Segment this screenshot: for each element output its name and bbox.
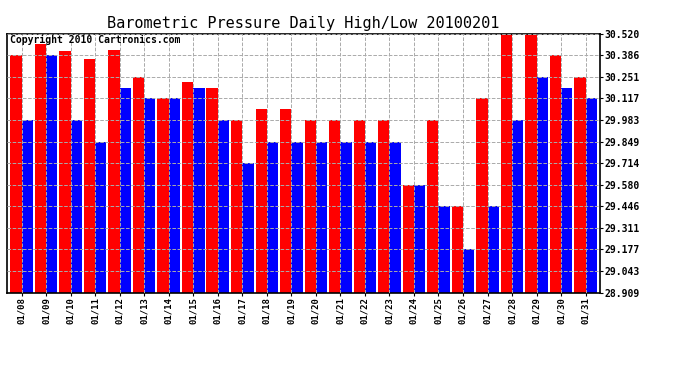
Bar: [84, 59, 95, 292]
Bar: [378, 120, 389, 292]
Bar: [291, 141, 303, 292]
Bar: [403, 185, 414, 292]
Bar: [169, 99, 180, 292]
Bar: [119, 88, 131, 292]
Bar: [108, 50, 119, 292]
Bar: [561, 88, 572, 292]
Bar: [242, 163, 254, 292]
Bar: [59, 51, 70, 292]
Bar: [267, 141, 278, 292]
Bar: [231, 120, 242, 292]
Bar: [427, 120, 438, 292]
Bar: [512, 120, 523, 292]
Bar: [340, 141, 352, 292]
Bar: [389, 141, 401, 292]
Bar: [537, 77, 548, 292]
Bar: [35, 44, 46, 292]
Bar: [586, 99, 597, 292]
Bar: [574, 77, 586, 292]
Bar: [414, 185, 425, 292]
Bar: [353, 120, 365, 292]
Bar: [255, 109, 267, 292]
Bar: [10, 55, 21, 292]
Bar: [550, 55, 561, 292]
Bar: [70, 120, 82, 292]
Title: Barometric Pressure Daily High/Low 20100201: Barometric Pressure Daily High/Low 20100…: [108, 16, 500, 31]
Bar: [182, 82, 193, 292]
Bar: [304, 120, 316, 292]
Bar: [501, 34, 512, 292]
Bar: [316, 141, 327, 292]
Bar: [193, 88, 204, 292]
Bar: [476, 99, 488, 292]
Bar: [21, 120, 33, 292]
Bar: [438, 206, 450, 292]
Bar: [46, 55, 57, 292]
Bar: [218, 120, 229, 292]
Bar: [452, 206, 463, 292]
Text: Copyright 2010 Cartronics.com: Copyright 2010 Cartronics.com: [10, 35, 180, 45]
Bar: [95, 141, 106, 292]
Bar: [280, 109, 291, 292]
Bar: [157, 99, 169, 292]
Bar: [365, 141, 376, 292]
Bar: [133, 77, 144, 292]
Bar: [329, 120, 340, 292]
Bar: [206, 88, 218, 292]
Bar: [144, 99, 155, 292]
Bar: [463, 249, 474, 292]
Bar: [525, 34, 537, 292]
Bar: [488, 206, 499, 292]
